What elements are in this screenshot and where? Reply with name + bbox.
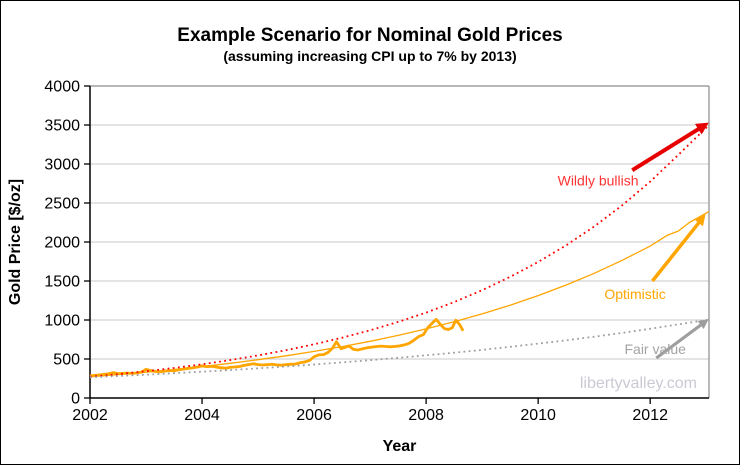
series-wildly-bullish — [89, 124, 710, 378]
wildly-bullish-label: Wildly bullish — [558, 172, 639, 188]
series-optimistic — [89, 211, 710, 378]
y-tick-label-1000: 1000 — [44, 313, 80, 330]
fair-value-label: Fair value — [624, 341, 686, 357]
optimistic-label: Optimistic — [604, 286, 665, 302]
y-tick-label-1500: 1500 — [44, 274, 80, 291]
chart-subtitle: (assuming increasing CPI up to 7% by 201… — [223, 48, 517, 64]
optimistic-arrow — [651, 214, 706, 283]
series-actual-gold-price — [89, 317, 465, 378]
y-tick-label-2500: 2500 — [44, 196, 80, 213]
x-tick-label-2004: 2004 — [184, 407, 220, 424]
y-tick-label-0: 0 — [71, 391, 80, 408]
wildly-bullish-arrow — [631, 122, 709, 172]
x-axis-title: Year — [383, 438, 417, 455]
y-axis-title: Gold Price [$/oz] — [7, 179, 24, 305]
x-tick-label-2012: 2012 — [632, 407, 668, 424]
y-tick-label-2000: 2000 — [44, 235, 80, 252]
y-tick-label-3000: 3000 — [44, 157, 80, 174]
x-tick-label-2008: 2008 — [408, 407, 444, 424]
y-tick-label-3500: 3500 — [44, 118, 80, 135]
x-tick-label-2010: 2010 — [520, 407, 556, 424]
series-fair-value — [89, 318, 710, 379]
chart-title: Example Scenario for Nominal Gold Prices — [177, 25, 563, 46]
watermark: libertyvalley.com — [580, 375, 697, 392]
fair-value-arrow — [655, 319, 709, 360]
x-tick-label-2006: 2006 — [296, 407, 332, 424]
y-tick-label-4000: 4000 — [44, 79, 80, 96]
y-tick-label-500: 500 — [53, 352, 80, 369]
x-tick-label-2002: 2002 — [72, 407, 108, 424]
